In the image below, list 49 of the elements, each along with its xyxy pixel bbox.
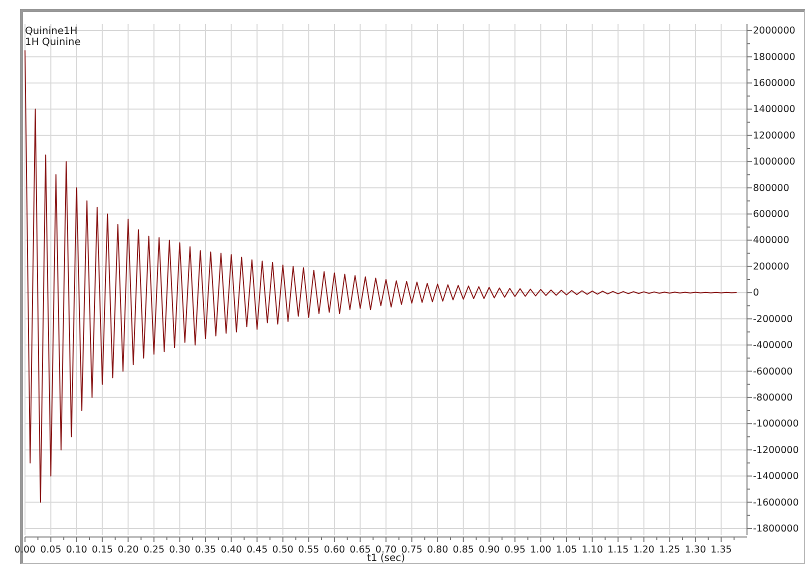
- y-tick-label: 1200000: [753, 130, 796, 142]
- x-tick-label: 1.00: [530, 544, 552, 556]
- y-tick-label: 0: [753, 288, 760, 299]
- text: 1H Quinine: [25, 37, 81, 48]
- x-tick-label: 0.85: [452, 544, 474, 556]
- y-tick-label: 600000: [753, 209, 790, 220]
- x-tick-label: 1.05: [556, 544, 578, 556]
- line-series: [24, 50, 738, 503]
- x-tick-label: 1.25: [659, 544, 680, 556]
- y-tick-label: -600000: [753, 366, 793, 378]
- x-tick-label: 0.25: [143, 544, 165, 556]
- x-axis-title: t1 (sec): [366, 553, 406, 564]
- y-tick-label: -1000000: [753, 418, 799, 430]
- y-tick-label: 1600000: [753, 78, 796, 89]
- x-tick-label: 0.90: [478, 544, 500, 556]
- x-tick-label: 0.05: [40, 544, 62, 556]
- chart-title: Quinine1H: [25, 26, 78, 37]
- x-tick-label: 1.30: [684, 544, 706, 556]
- x-tick-label: 0.45: [246, 544, 268, 556]
- y-tick-label: 1000000: [753, 156, 796, 168]
- x-tick-label: 0.10: [66, 544, 88, 556]
- x-tick-label: 0.50: [272, 544, 294, 556]
- y-tick-label: -1800000: [753, 523, 799, 534]
- x-tick-label: 0.95: [504, 544, 526, 556]
- y-tick-label: -400000: [753, 340, 793, 352]
- y-tick-label: 1800000: [753, 52, 796, 63]
- x-tick-label: 0.60: [324, 544, 346, 556]
- y-tick-label: 400000: [753, 235, 790, 246]
- y-tick-label: -1400000: [753, 471, 799, 482]
- x-tick-label: 1.15: [607, 544, 629, 556]
- x-tick-label: 1.10: [582, 544, 603, 556]
- y-tick-label: 200000: [753, 261, 790, 272]
- y-tick-label: -1200000: [753, 444, 799, 456]
- y-tick-label: 2000000: [753, 26, 796, 37]
- x-tick-label: 0.15: [92, 544, 113, 556]
- x-tick-label: 1.35: [710, 544, 732, 556]
- y-tick-label: -1600000: [753, 497, 799, 508]
- x-tick-label: 0.35: [194, 544, 216, 556]
- y-tick-label: -800000: [753, 392, 793, 404]
- x-tick-label: 0.30: [169, 544, 190, 556]
- x-tick-label: 0.20: [118, 544, 139, 556]
- x-tick-label: 1.20: [633, 544, 654, 556]
- x-tick-label: 0.00: [14, 544, 36, 556]
- x-tick-label: 0.80: [426, 544, 448, 556]
- x-tick-label: 0.40: [220, 544, 242, 556]
- y-tick-label: 1400000: [753, 104, 796, 116]
- y-tick-label: -200000: [753, 314, 793, 325]
- x-tick-label: 0.55: [298, 544, 320, 556]
- y-tick-label: 800000: [753, 182, 790, 194]
